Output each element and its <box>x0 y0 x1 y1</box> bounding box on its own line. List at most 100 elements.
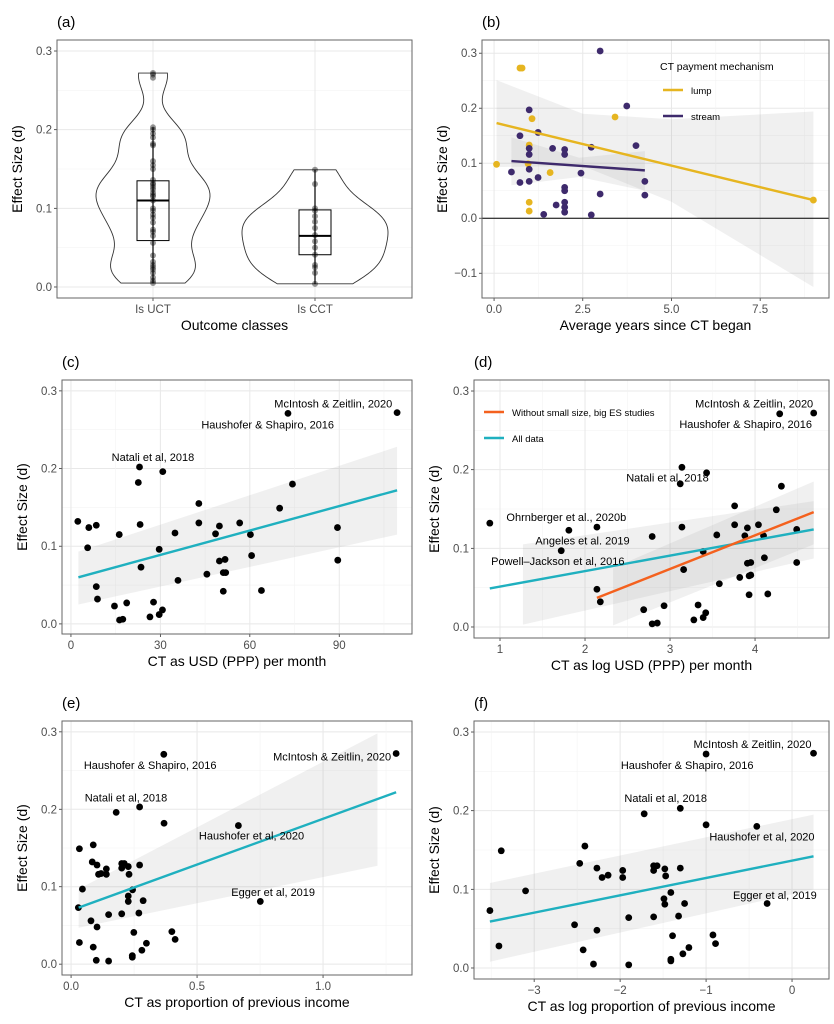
data-point <box>134 479 142 486</box>
data-point-stream <box>561 146 569 153</box>
data-point <box>84 544 92 552</box>
data-point <box>486 519 494 527</box>
x-tick-label: 90 <box>333 640 346 652</box>
confidence-band <box>613 481 814 626</box>
panel-label: (a) <box>57 14 75 31</box>
data-point <box>334 556 342 564</box>
point-annotation: Natali et al, 2018 <box>85 793 168 805</box>
data-point <box>703 469 710 477</box>
data-point <box>793 559 801 566</box>
data-point <box>604 871 612 879</box>
data-point <box>143 939 150 947</box>
violin <box>95 72 211 284</box>
data-point-stream <box>623 102 631 110</box>
data-point <box>678 523 686 531</box>
data-point <box>312 205 318 212</box>
data-point <box>150 134 156 141</box>
data-point <box>87 917 95 925</box>
data-point <box>565 526 573 534</box>
data-point <box>702 609 710 617</box>
data-point-stream <box>561 203 569 211</box>
x-tick-label: 60 <box>243 640 256 652</box>
x-tick-label: 0.0 <box>63 981 79 993</box>
data-point <box>171 935 179 943</box>
data-point <box>159 468 167 476</box>
x-axis-title: CT as log proportion of previous income <box>528 998 776 1014</box>
legend-label: Without small size, big ES studies <box>512 408 655 419</box>
data-point <box>124 892 132 900</box>
data-point-stream <box>632 142 640 150</box>
data-point <box>236 519 244 527</box>
data-point <box>150 197 156 204</box>
data-point <box>653 619 661 627</box>
panel-a: 0.0 0.1 0.2 0.3 Is UCT Is CCT (a) Outcome class… <box>9 14 413 333</box>
data-point <box>393 409 401 417</box>
point-annotation: McIntosh & Zeitlin, 2020 <box>273 752 391 764</box>
data-point <box>579 946 587 954</box>
data-point <box>681 900 688 907</box>
data-point <box>713 531 721 539</box>
data-point <box>619 867 627 874</box>
data-point <box>680 566 688 573</box>
y-tick-label: 0.0 <box>41 959 57 971</box>
x-tick-label: 0 <box>789 985 795 997</box>
data-point <box>119 615 127 623</box>
data-point <box>118 910 126 918</box>
data-point <box>135 909 143 917</box>
data-point-stream <box>540 210 548 218</box>
point-annotation: Haushofer & Shapiro, 2016 <box>84 760 217 772</box>
plot-background <box>482 40 829 298</box>
data-point <box>136 861 144 869</box>
data-point <box>625 914 633 922</box>
plot-border <box>61 379 413 635</box>
x-tick-label: 7.5 <box>752 304 768 316</box>
data-point-stream <box>549 144 557 152</box>
data-point <box>150 71 156 78</box>
data-point-lump <box>528 115 536 123</box>
data-point-stream <box>587 211 595 219</box>
data-point <box>94 595 101 603</box>
data-point <box>685 944 693 951</box>
data-point <box>150 193 156 200</box>
data-point <box>150 207 156 214</box>
data-point <box>150 70 156 77</box>
point-annotation: Egger et al, 2019 <box>733 890 817 902</box>
data-point <box>150 274 156 281</box>
data-point-stream <box>552 201 560 209</box>
data-point <box>150 269 156 276</box>
data-point <box>661 900 669 908</box>
panel-label: (b) <box>482 14 500 31</box>
x-axis-title: CT as log USD (PPP) per month <box>551 657 752 673</box>
data-point <box>625 961 633 969</box>
data-point <box>93 923 101 931</box>
data-point <box>222 569 230 577</box>
data-point-stream <box>525 165 533 173</box>
y-axis-title: Effect Size (d) <box>434 125 450 213</box>
x-tick-label: 5.0 <box>663 304 679 316</box>
data-point <box>150 184 156 191</box>
point-annotation: McIntosh & Zeitlin, 2020 <box>695 399 813 411</box>
box <box>136 180 170 242</box>
data-point <box>159 606 166 614</box>
data-point <box>289 480 296 488</box>
data-point-lump <box>611 113 619 121</box>
data-point <box>174 577 182 584</box>
y-tick-label: 0.2 <box>453 465 469 477</box>
legend: CT payment mechanism lump stream <box>660 61 774 123</box>
data-point <box>736 574 744 581</box>
x-tick-label: 30 <box>154 640 167 652</box>
data-point <box>216 557 223 565</box>
point-annotation: Natali et al, 2018 <box>626 473 709 485</box>
data-point <box>764 590 772 598</box>
data-point <box>150 142 156 149</box>
data-point <box>312 213 318 220</box>
data-point-stream <box>561 187 569 195</box>
data-point <box>495 942 503 950</box>
data-point <box>125 870 133 878</box>
data-point <box>662 872 670 880</box>
data-point <box>150 181 156 188</box>
confidence-band-lump <box>496 80 814 287</box>
data-point <box>755 521 762 529</box>
data-point <box>648 533 656 540</box>
data-point <box>150 598 157 606</box>
